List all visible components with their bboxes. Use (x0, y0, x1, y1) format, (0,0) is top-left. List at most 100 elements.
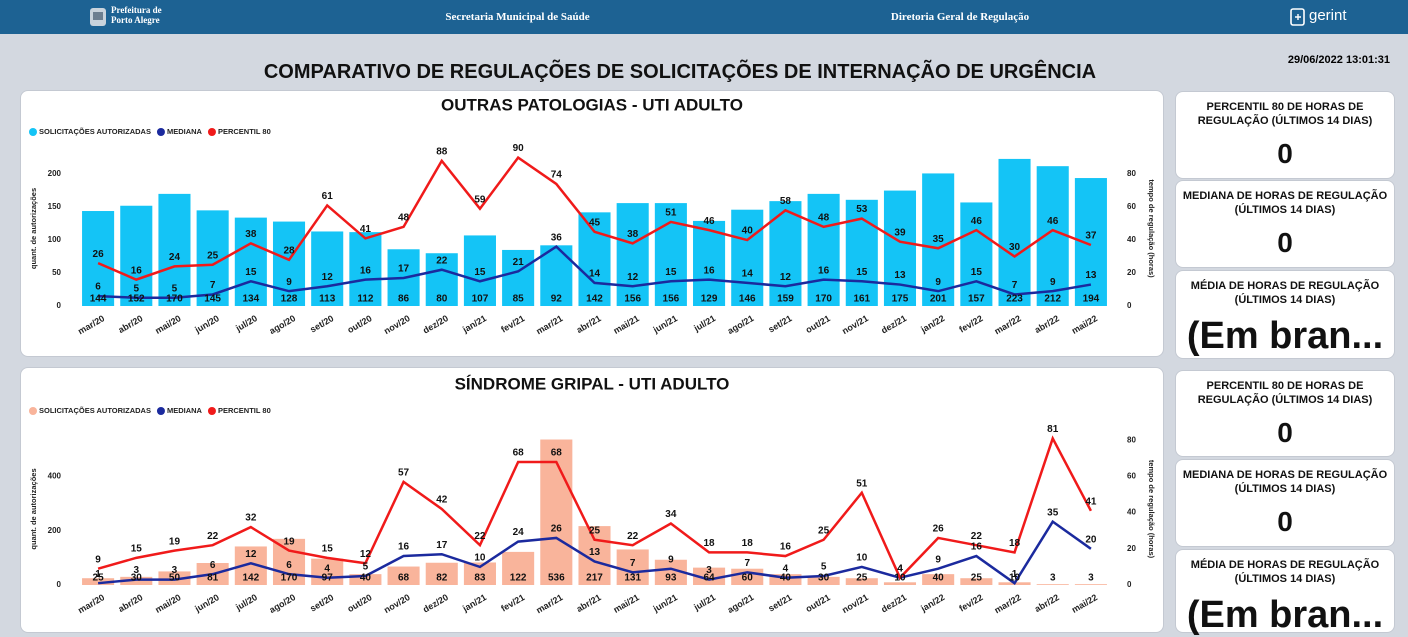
y-tick-label: 150 (48, 202, 62, 211)
data-label: 12 (360, 549, 372, 560)
x-tick-label: set/21 (767, 592, 794, 613)
data-label: 156 (624, 294, 641, 305)
data-label: 90 (513, 143, 525, 154)
bar (311, 558, 344, 585)
data-label: 26 (551, 524, 563, 535)
kpi-label: MEDIANA DE HORAS DE REGULAÇÃO (ÚLTIMOS 1… (1182, 190, 1388, 216)
kpi-value: (Em bran... (1186, 594, 1384, 636)
data-label: 19 (283, 536, 295, 547)
x-tick-label: jan/21 (460, 313, 488, 335)
data-label: 25 (589, 525, 601, 536)
x-tick-label: dez/20 (421, 592, 450, 614)
x-tick-label: jan/22 (918, 592, 946, 614)
data-label: 5 (363, 562, 369, 573)
data-label: 129 (701, 294, 718, 305)
data-label: 16 (818, 265, 830, 276)
chart-panel: OUTRAS PATOLOGIAS - UTI ADULTO SOLICITAÇÕ… (20, 90, 1164, 357)
legend-label: SOLICITAÇÕES AUTORIZADAS (39, 406, 151, 415)
data-label: 17 (398, 264, 410, 275)
data-label: 3 (133, 565, 139, 576)
data-label: 3 (1088, 573, 1094, 584)
data-label: 51 (665, 208, 677, 219)
x-tick-label: set/21 (767, 313, 794, 334)
data-label: 7 (1012, 280, 1018, 291)
data-label: 40 (360, 573, 372, 584)
y2-axis-title: tempo de regulação (horas) (1147, 460, 1156, 559)
data-label: 18 (742, 538, 754, 549)
x-tick-label: fev/21 (499, 313, 526, 334)
x-tick-label: fev/21 (499, 592, 526, 613)
data-label: 68 (513, 448, 525, 459)
data-label: 145 (204, 294, 221, 305)
data-label: 170 (815, 294, 832, 305)
data-label: 5 (172, 283, 178, 294)
data-label: 112 (357, 294, 374, 305)
data-label: 68 (398, 573, 410, 584)
kpi-card: PERCENTIL 80 DE HORAS DE REGULAÇÃO (ÚLTI… (1175, 370, 1395, 457)
bar (349, 232, 382, 306)
data-label: 142 (586, 294, 603, 305)
data-label: 82 (436, 573, 448, 584)
y2-tick-label: 40 (1127, 235, 1136, 244)
data-label: 122 (510, 573, 527, 584)
bar (693, 220, 726, 306)
data-label: 93 (665, 573, 677, 584)
y2-tick-label: 80 (1127, 435, 1136, 444)
x-tick-label: mar/21 (534, 592, 564, 615)
data-label: 68 (551, 448, 563, 459)
data-label: 15 (245, 267, 257, 278)
x-tick-label: ago/20 (268, 592, 298, 615)
x-tick-label: mar/21 (534, 313, 564, 336)
bar (387, 566, 420, 585)
data-label: 3 (706, 565, 712, 576)
data-label: 17 (436, 540, 448, 551)
data-label: 35 (1047, 507, 1059, 518)
data-label: 170 (166, 294, 183, 305)
bar (425, 562, 458, 585)
data-label: 5 (821, 562, 827, 573)
data-label: 61 (322, 191, 334, 202)
logo-icon (90, 8, 106, 26)
x-tick-label: jul/20 (233, 592, 259, 613)
data-label: 22 (207, 531, 219, 542)
data-label: 9 (95, 554, 101, 565)
data-label: 6 (210, 560, 216, 571)
bar (82, 211, 115, 306)
y2-tick-label: 60 (1127, 202, 1136, 211)
data-label: 1 (1012, 569, 1018, 580)
data-label: 83 (474, 573, 486, 584)
data-label: 40 (933, 573, 945, 584)
data-label: 20 (1085, 534, 1097, 545)
kpi-value: 0 (1277, 227, 1293, 258)
data-label: 81 (207, 573, 219, 584)
data-label: 22 (436, 255, 448, 266)
data-label: 159 (777, 294, 794, 305)
data-label: 156 (663, 294, 680, 305)
x-tick-label: out/20 (346, 313, 374, 335)
y2-axis-title: tempo de regulação (horas) (1147, 179, 1156, 278)
data-label: 146 (739, 294, 756, 305)
x-tick-label: nov/21 (840, 313, 870, 336)
data-label: 38 (245, 229, 257, 240)
x-tick-label: jun/20 (192, 313, 220, 335)
x-tick-label: set/20 (308, 313, 335, 334)
x-tick-label: jan/22 (918, 313, 946, 335)
data-label: 10 (1009, 573, 1021, 584)
data-label: 25 (971, 573, 983, 584)
legend-swatch (29, 128, 37, 136)
chart-title: SÍNDROME GRIPAL - UTI ADULTO (455, 374, 730, 393)
data-label: 157 (968, 294, 985, 305)
bar (845, 578, 878, 585)
x-tick-label: out/20 (346, 592, 374, 614)
bar (120, 205, 153, 306)
chart-title: OUTRAS PATOLOGIAS - UTI ADULTO (441, 95, 743, 114)
data-label: 64 (703, 573, 715, 584)
bar (349, 574, 382, 585)
data-label: 42 (436, 495, 448, 506)
data-label: 34 (665, 509, 677, 520)
x-tick-label: out/21 (804, 313, 832, 335)
data-label: 3 (1050, 573, 1056, 584)
kpi-label: PERCENTIL 80 DE HORAS DE REGULAÇÃO (ÚLTI… (1197, 380, 1373, 406)
data-label: 16 (360, 265, 372, 276)
data-label: 4 (783, 563, 789, 574)
